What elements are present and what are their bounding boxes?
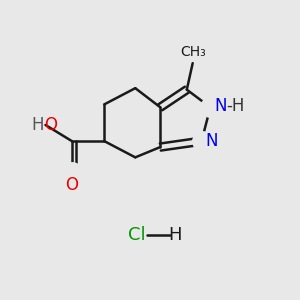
Text: H: H: [168, 226, 182, 244]
Text: H: H: [32, 116, 44, 134]
Text: CH₃: CH₃: [180, 45, 206, 59]
Text: O: O: [44, 116, 57, 134]
Text: O: O: [65, 176, 79, 194]
Text: N: N: [214, 97, 227, 115]
Text: N: N: [206, 132, 218, 150]
Text: -H: -H: [226, 97, 245, 115]
Text: Cl: Cl: [128, 226, 146, 244]
